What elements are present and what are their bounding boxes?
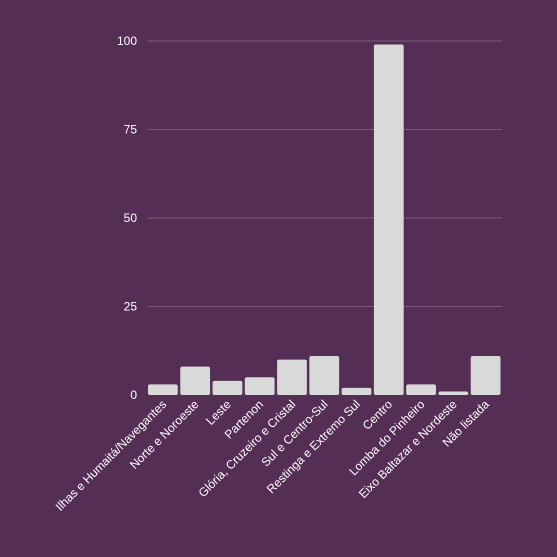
bar bbox=[244, 377, 275, 395]
bar bbox=[373, 44, 404, 395]
bar bbox=[341, 387, 372, 395]
y-tick-label: 75 bbox=[124, 123, 138, 137]
bar bbox=[148, 384, 178, 395]
y-tick-label: 25 bbox=[124, 300, 138, 314]
bars bbox=[148, 44, 501, 395]
bar bbox=[438, 391, 469, 395]
bar bbox=[406, 384, 436, 395]
bar bbox=[470, 356, 501, 395]
y-tick-label: 100 bbox=[117, 34, 137, 48]
y-tick-label: 0 bbox=[130, 388, 137, 402]
bar bbox=[277, 359, 307, 395]
y-axis-ticks: 0 25 50 75 100 bbox=[117, 34, 137, 402]
bar bbox=[180, 366, 211, 395]
y-tick-label: 50 bbox=[124, 211, 138, 225]
bar bbox=[309, 356, 340, 395]
gridlines bbox=[147, 40, 502, 307]
bar bbox=[212, 380, 243, 395]
